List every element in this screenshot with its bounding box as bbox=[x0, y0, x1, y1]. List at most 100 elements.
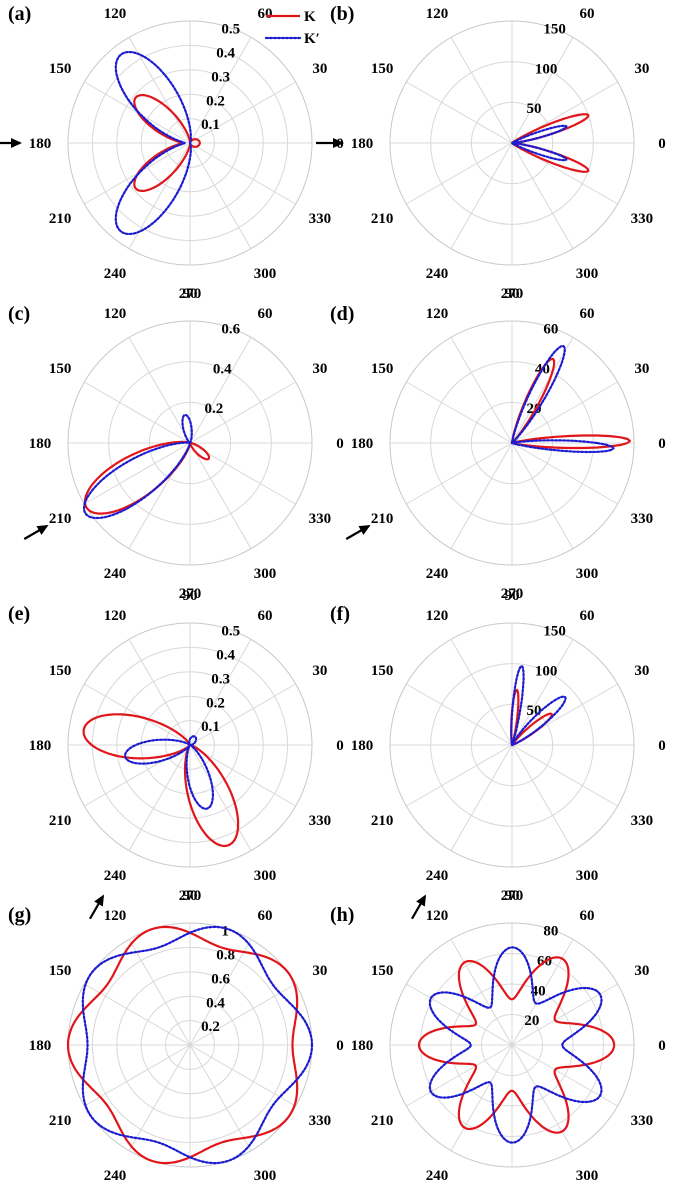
angle-tick-label: 120 bbox=[104, 6, 127, 22]
angle-tick-label: 180 bbox=[29, 1038, 52, 1054]
angle-tick-label: 240 bbox=[426, 566, 449, 582]
grid-spoke bbox=[128, 744, 191, 851]
angle-tick-label: 270 bbox=[501, 286, 524, 302]
angle-tick-label: 240 bbox=[104, 1168, 127, 1184]
angle-tick-label: 30 bbox=[634, 963, 649, 979]
angle-tick-label: 90 bbox=[183, 588, 198, 604]
series-K-curve bbox=[133, 93, 201, 192]
angle-tick-label: 210 bbox=[371, 511, 394, 527]
panel-label: (a) bbox=[8, 3, 31, 25]
angle-tick-label: 150 bbox=[371, 963, 394, 979]
grid-spoke bbox=[511, 337, 574, 444]
angle-tick-label: 90 bbox=[505, 888, 520, 904]
grid-spoke bbox=[450, 37, 513, 144]
angle-tick-label: 0 bbox=[336, 436, 344, 452]
angle-tick-label: 60 bbox=[258, 306, 273, 322]
grid-spoke bbox=[84, 381, 191, 444]
panel-label: (g) bbox=[8, 904, 31, 926]
radial-tick-label: 0.4 bbox=[216, 648, 235, 664]
radial-tick-label: 40 bbox=[531, 983, 546, 999]
grid-spoke bbox=[450, 939, 513, 1046]
panel-label: (c) bbox=[8, 303, 30, 325]
angle-tick-label: 60 bbox=[258, 608, 273, 624]
angle-tick-label: 0 bbox=[658, 136, 666, 152]
angle-tick-label: 120 bbox=[426, 608, 449, 624]
grid-spoke bbox=[406, 744, 513, 807]
angle-tick-label: 210 bbox=[49, 511, 72, 527]
incident-arrow-head-icon bbox=[94, 894, 104, 907]
angle-tick-label: 210 bbox=[49, 1113, 72, 1129]
angle-tick-label: 30 bbox=[312, 61, 327, 77]
angle-tick-label: 120 bbox=[426, 306, 449, 322]
grid-spoke bbox=[450, 744, 513, 851]
angle-tick-label: 300 bbox=[576, 266, 599, 282]
polar-panel-e: 0 30 60 90 120 150 180 210 240 270 300 330 0.1 0.2 0.3… bbox=[8, 588, 344, 920]
grid-spoke bbox=[84, 744, 191, 807]
angle-tick-label: 240 bbox=[426, 868, 449, 884]
incident-arrow-head-icon bbox=[36, 525, 49, 535]
incident-arrow-head-icon bbox=[333, 138, 344, 148]
grid-spoke bbox=[450, 639, 513, 746]
angle-tick-label: 0 bbox=[658, 436, 666, 452]
radial-tick-label: 80 bbox=[543, 924, 558, 940]
angle-tick-label: 240 bbox=[426, 1168, 449, 1184]
angle-tick-label: 270 bbox=[501, 586, 524, 602]
radial-tick-label: 150 bbox=[543, 624, 566, 640]
panel-label: (f) bbox=[330, 603, 350, 625]
angle-tick-label: 60 bbox=[258, 6, 273, 22]
angle-tick-label: 300 bbox=[576, 868, 599, 884]
angle-tick-label: 150 bbox=[49, 963, 72, 979]
grid-spoke bbox=[189, 683, 296, 746]
angle-tick-label: 300 bbox=[254, 1168, 277, 1184]
grid-spoke bbox=[450, 142, 513, 249]
angle-tick-label: 90 bbox=[505, 0, 520, 2]
angle-tick-label: 180 bbox=[29, 738, 52, 754]
angle-tick-label: 90 bbox=[183, 888, 198, 904]
angle-tick-label: 0 bbox=[336, 1038, 344, 1054]
series-Kprime-curve bbox=[114, 50, 192, 236]
angle-tick-label: 30 bbox=[312, 361, 327, 377]
grid-spoke bbox=[189, 142, 252, 249]
grid-spoke bbox=[84, 1044, 191, 1107]
angle-tick-label: 240 bbox=[104, 868, 127, 884]
polar-panel-h: 030609012015018021024027030033020406080(… bbox=[330, 888, 666, 1184]
angle-tick-label: 330 bbox=[631, 511, 654, 527]
radial-tick-label: 0.3 bbox=[211, 671, 230, 687]
radial-tick-label: 50 bbox=[526, 101, 541, 117]
angle-tick-label: 120 bbox=[426, 908, 449, 924]
radial-tick-label: 100 bbox=[535, 663, 558, 679]
panel-label: (h) bbox=[330, 904, 354, 926]
angle-tick-label: 120 bbox=[104, 908, 127, 924]
angle-tick-label: 330 bbox=[631, 1113, 654, 1129]
angle-tick-label: 180 bbox=[351, 136, 374, 152]
angle-tick-label: 120 bbox=[426, 6, 449, 22]
angle-tick-label: 240 bbox=[104, 266, 127, 282]
angle-tick-label: 120 bbox=[104, 608, 127, 624]
angle-tick-label: 0 bbox=[336, 738, 344, 754]
radial-tick-label: 0.4 bbox=[206, 995, 225, 1011]
radial-tick-label: 0.2 bbox=[206, 93, 225, 109]
radial-tick-label: 0.2 bbox=[206, 695, 225, 711]
angle-tick-label: 180 bbox=[29, 136, 52, 152]
angle-tick-label: 60 bbox=[580, 608, 595, 624]
grid-spoke bbox=[84, 983, 191, 1046]
series-Kprime-curve bbox=[82, 413, 193, 520]
angle-tick-label: 330 bbox=[309, 511, 332, 527]
radial-tick-label: 0.8 bbox=[216, 948, 235, 964]
angle-tick-label: 0 bbox=[658, 738, 666, 754]
series-K-curve bbox=[66, 925, 299, 1165]
grid-spoke bbox=[189, 639, 252, 746]
incident-arrow-head-icon bbox=[11, 138, 22, 148]
grid-spoke bbox=[511, 37, 574, 144]
grid-spoke bbox=[189, 744, 252, 851]
grid-spoke bbox=[189, 1044, 252, 1151]
grid-spoke bbox=[189, 81, 296, 144]
radial-tick-label: 0.6 bbox=[221, 322, 240, 338]
angle-tick-label: 300 bbox=[254, 868, 277, 884]
angle-tick-label: 330 bbox=[631, 211, 654, 227]
legend-label: K′ bbox=[304, 31, 320, 47]
polar-panel-g: 0 30 60 90 120 150 180 210 240 270 300 330 0.2 0.4 0.6… bbox=[8, 888, 344, 1184]
polar-panel-b: 0 30 60 90 120 150 180 210 240 270 300 330 50 100 150 (… bbox=[316, 0, 666, 302]
radial-tick-label: 0.2 bbox=[204, 401, 223, 417]
